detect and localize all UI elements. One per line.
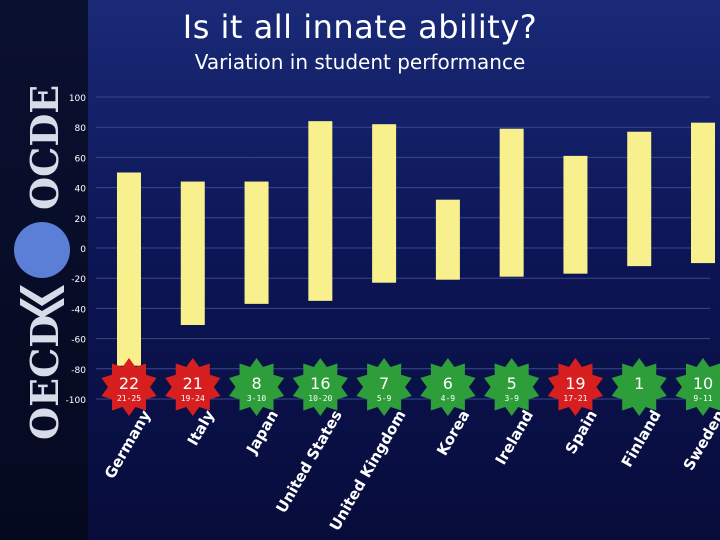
badge-range: 4-9 (441, 394, 456, 403)
badge-range: 10-20 (308, 394, 332, 403)
slide-subtitle: Variation in student performance (194, 50, 526, 74)
badge-value: 7 (379, 374, 389, 393)
badge-star (229, 358, 285, 416)
bar (563, 155, 588, 274)
badge-value: 19 (565, 374, 585, 393)
bar (244, 181, 269, 304)
bar (499, 128, 524, 277)
y-tick-label: -80 (71, 366, 86, 376)
badge-value: 22 (119, 374, 139, 393)
category-label: Sweden (680, 407, 720, 474)
bar (435, 199, 460, 280)
badge-range: 5-9 (377, 394, 392, 403)
logo-chevron-mark (20, 285, 64, 318)
category-label: United States (272, 407, 345, 516)
badge-star (675, 358, 720, 416)
slide-title: Is it all innate ability? (182, 8, 538, 46)
badge-range: 3-9 (504, 394, 519, 403)
y-tick-label: 40 (75, 185, 87, 195)
badge-value: 5 (507, 374, 517, 393)
bar (308, 121, 333, 301)
bar (627, 131, 652, 267)
badge-range: 21-25 (117, 394, 141, 403)
badge-star (420, 358, 476, 416)
oecd-ocde-logo: OCDE OECD (14, 85, 70, 440)
badge-value: 1 (634, 374, 644, 393)
badge-star (547, 358, 603, 416)
category-label: Japan (242, 407, 282, 458)
y-tick-label: -60 (71, 336, 86, 346)
category-label: Germany (101, 407, 155, 482)
category-label: Italy (184, 407, 219, 449)
logo-text-ocde: OCDE (22, 85, 67, 210)
y-tick-label: -100 (66, 396, 87, 406)
y-tick-label: -40 (71, 305, 86, 315)
badge-value: 6 (443, 374, 453, 393)
badge-value: 8 (251, 374, 261, 393)
category-label: Korea (433, 407, 473, 459)
badge-value: 16 (310, 374, 330, 393)
badge-star (292, 358, 348, 416)
badge-range: 9-11 (693, 394, 712, 403)
y-tick-label: 20 (75, 215, 87, 225)
bar (117, 172, 141, 366)
y-tick-label: 100 (69, 94, 86, 104)
bar (372, 124, 397, 283)
badge-range: 3-10 (247, 394, 266, 403)
badge-range: 17-21 (563, 394, 587, 403)
logo-text-oecd: OECD (22, 315, 67, 440)
y-tick-label: -20 (71, 275, 86, 285)
badge-value: 21 (183, 374, 203, 393)
badge-value: 10 (693, 374, 713, 393)
bar (180, 181, 205, 326)
badge-star (165, 358, 221, 416)
category-label: Spain (562, 407, 601, 457)
badge-star (484, 358, 540, 416)
y-tick-label: 60 (75, 154, 87, 164)
y-tick-label: 0 (80, 245, 86, 255)
badge-range: 19-24 (181, 394, 205, 403)
badge-star (356, 358, 412, 416)
logo-circle (14, 222, 70, 278)
bar (691, 122, 715, 264)
category-label: Ireland (492, 407, 538, 468)
category-label: Finland (618, 407, 665, 470)
y-tick-label: 80 (75, 124, 87, 134)
badge-star (611, 358, 667, 416)
badge-star (101, 358, 157, 416)
